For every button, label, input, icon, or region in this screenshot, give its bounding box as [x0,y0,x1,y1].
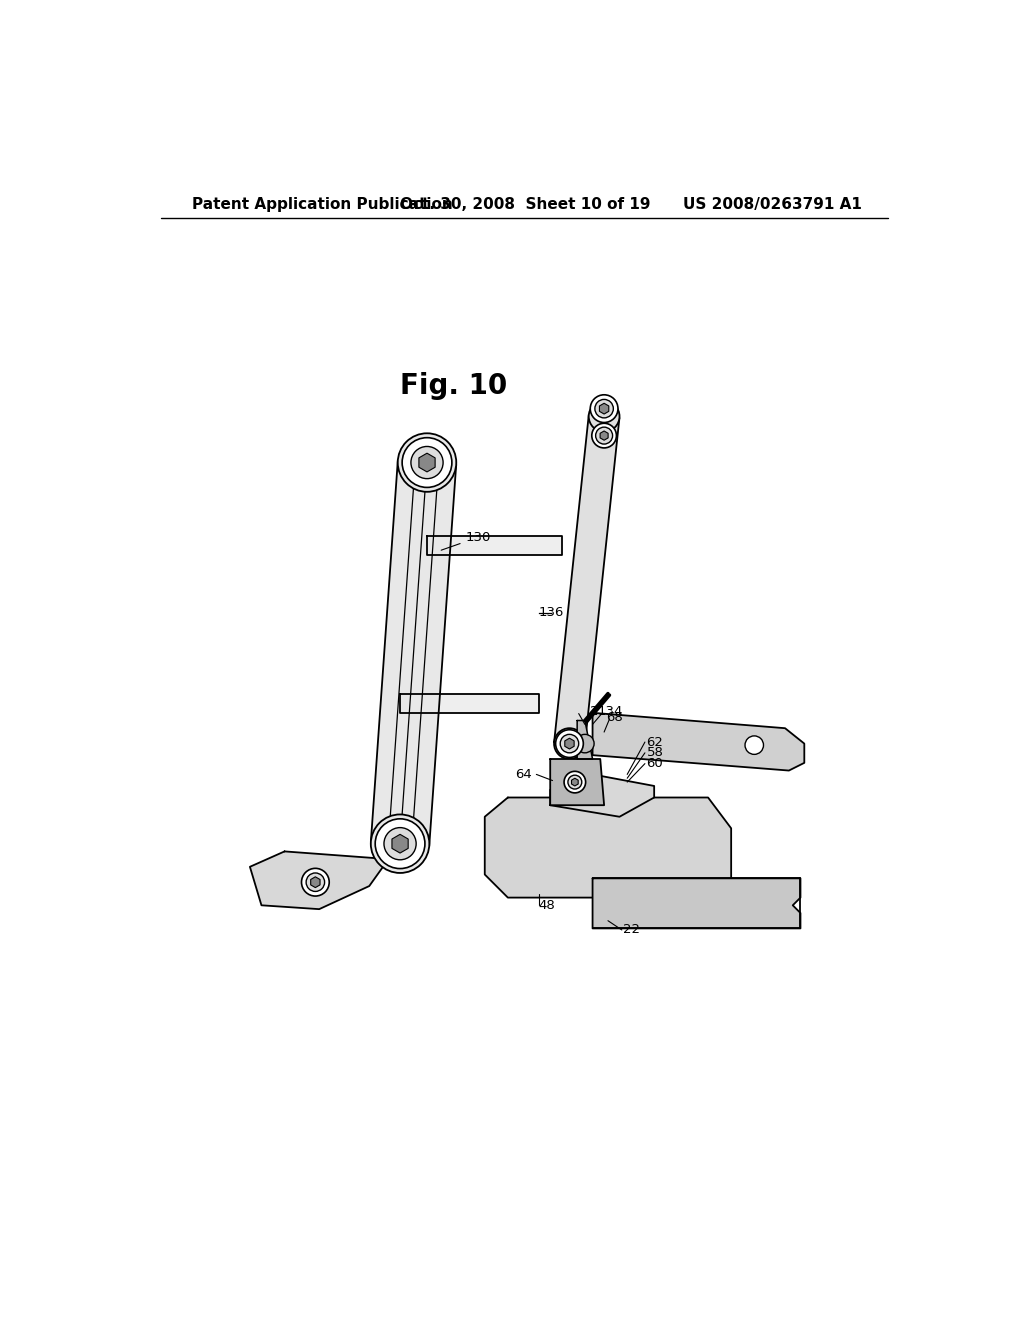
Circle shape [560,734,579,752]
Text: Oct. 30, 2008  Sheet 10 of 19: Oct. 30, 2008 Sheet 10 of 19 [399,197,650,213]
Polygon shape [484,797,731,898]
Text: Patent Application Publication: Patent Application Publication [193,197,453,213]
Circle shape [596,428,612,444]
Circle shape [575,734,594,752]
Text: 64: 64 [515,768,532,781]
Circle shape [402,438,452,487]
Text: 136: 136 [539,606,564,619]
Polygon shape [371,461,457,846]
Text: US 2008/0263791 A1: US 2008/0263791 A1 [683,197,862,213]
Text: 60: 60 [646,758,664,770]
Circle shape [375,818,425,869]
Text: 132: 132 [573,705,599,718]
Polygon shape [571,779,579,785]
Polygon shape [392,834,409,853]
Text: 134: 134 [598,705,624,718]
Polygon shape [400,693,539,713]
Circle shape [397,433,457,492]
Circle shape [568,775,582,789]
Polygon shape [600,430,608,441]
Text: 62: 62 [646,735,664,748]
Polygon shape [578,721,593,759]
Polygon shape [427,536,562,554]
Polygon shape [599,404,609,414]
Circle shape [411,446,443,479]
Circle shape [592,424,616,447]
Text: Fig. 10: Fig. 10 [400,371,508,400]
Circle shape [556,730,584,758]
Polygon shape [550,775,654,817]
Circle shape [564,771,586,793]
Polygon shape [565,738,574,748]
Circle shape [306,873,325,891]
Text: 58: 58 [646,746,664,759]
Polygon shape [554,414,620,746]
Circle shape [590,395,617,422]
Text: 68: 68 [605,711,623,723]
Polygon shape [593,713,804,771]
Text: 22: 22 [624,924,640,936]
Polygon shape [593,878,801,928]
Polygon shape [310,876,321,887]
Circle shape [554,729,585,759]
Polygon shape [550,759,604,805]
Text: 130: 130 [441,531,490,550]
Polygon shape [250,851,388,909]
Circle shape [301,869,330,896]
Circle shape [589,401,620,432]
Polygon shape [419,453,435,473]
Circle shape [384,828,416,859]
Text: 48: 48 [539,899,555,912]
Circle shape [595,400,613,418]
Circle shape [745,737,764,755]
Circle shape [371,814,429,873]
